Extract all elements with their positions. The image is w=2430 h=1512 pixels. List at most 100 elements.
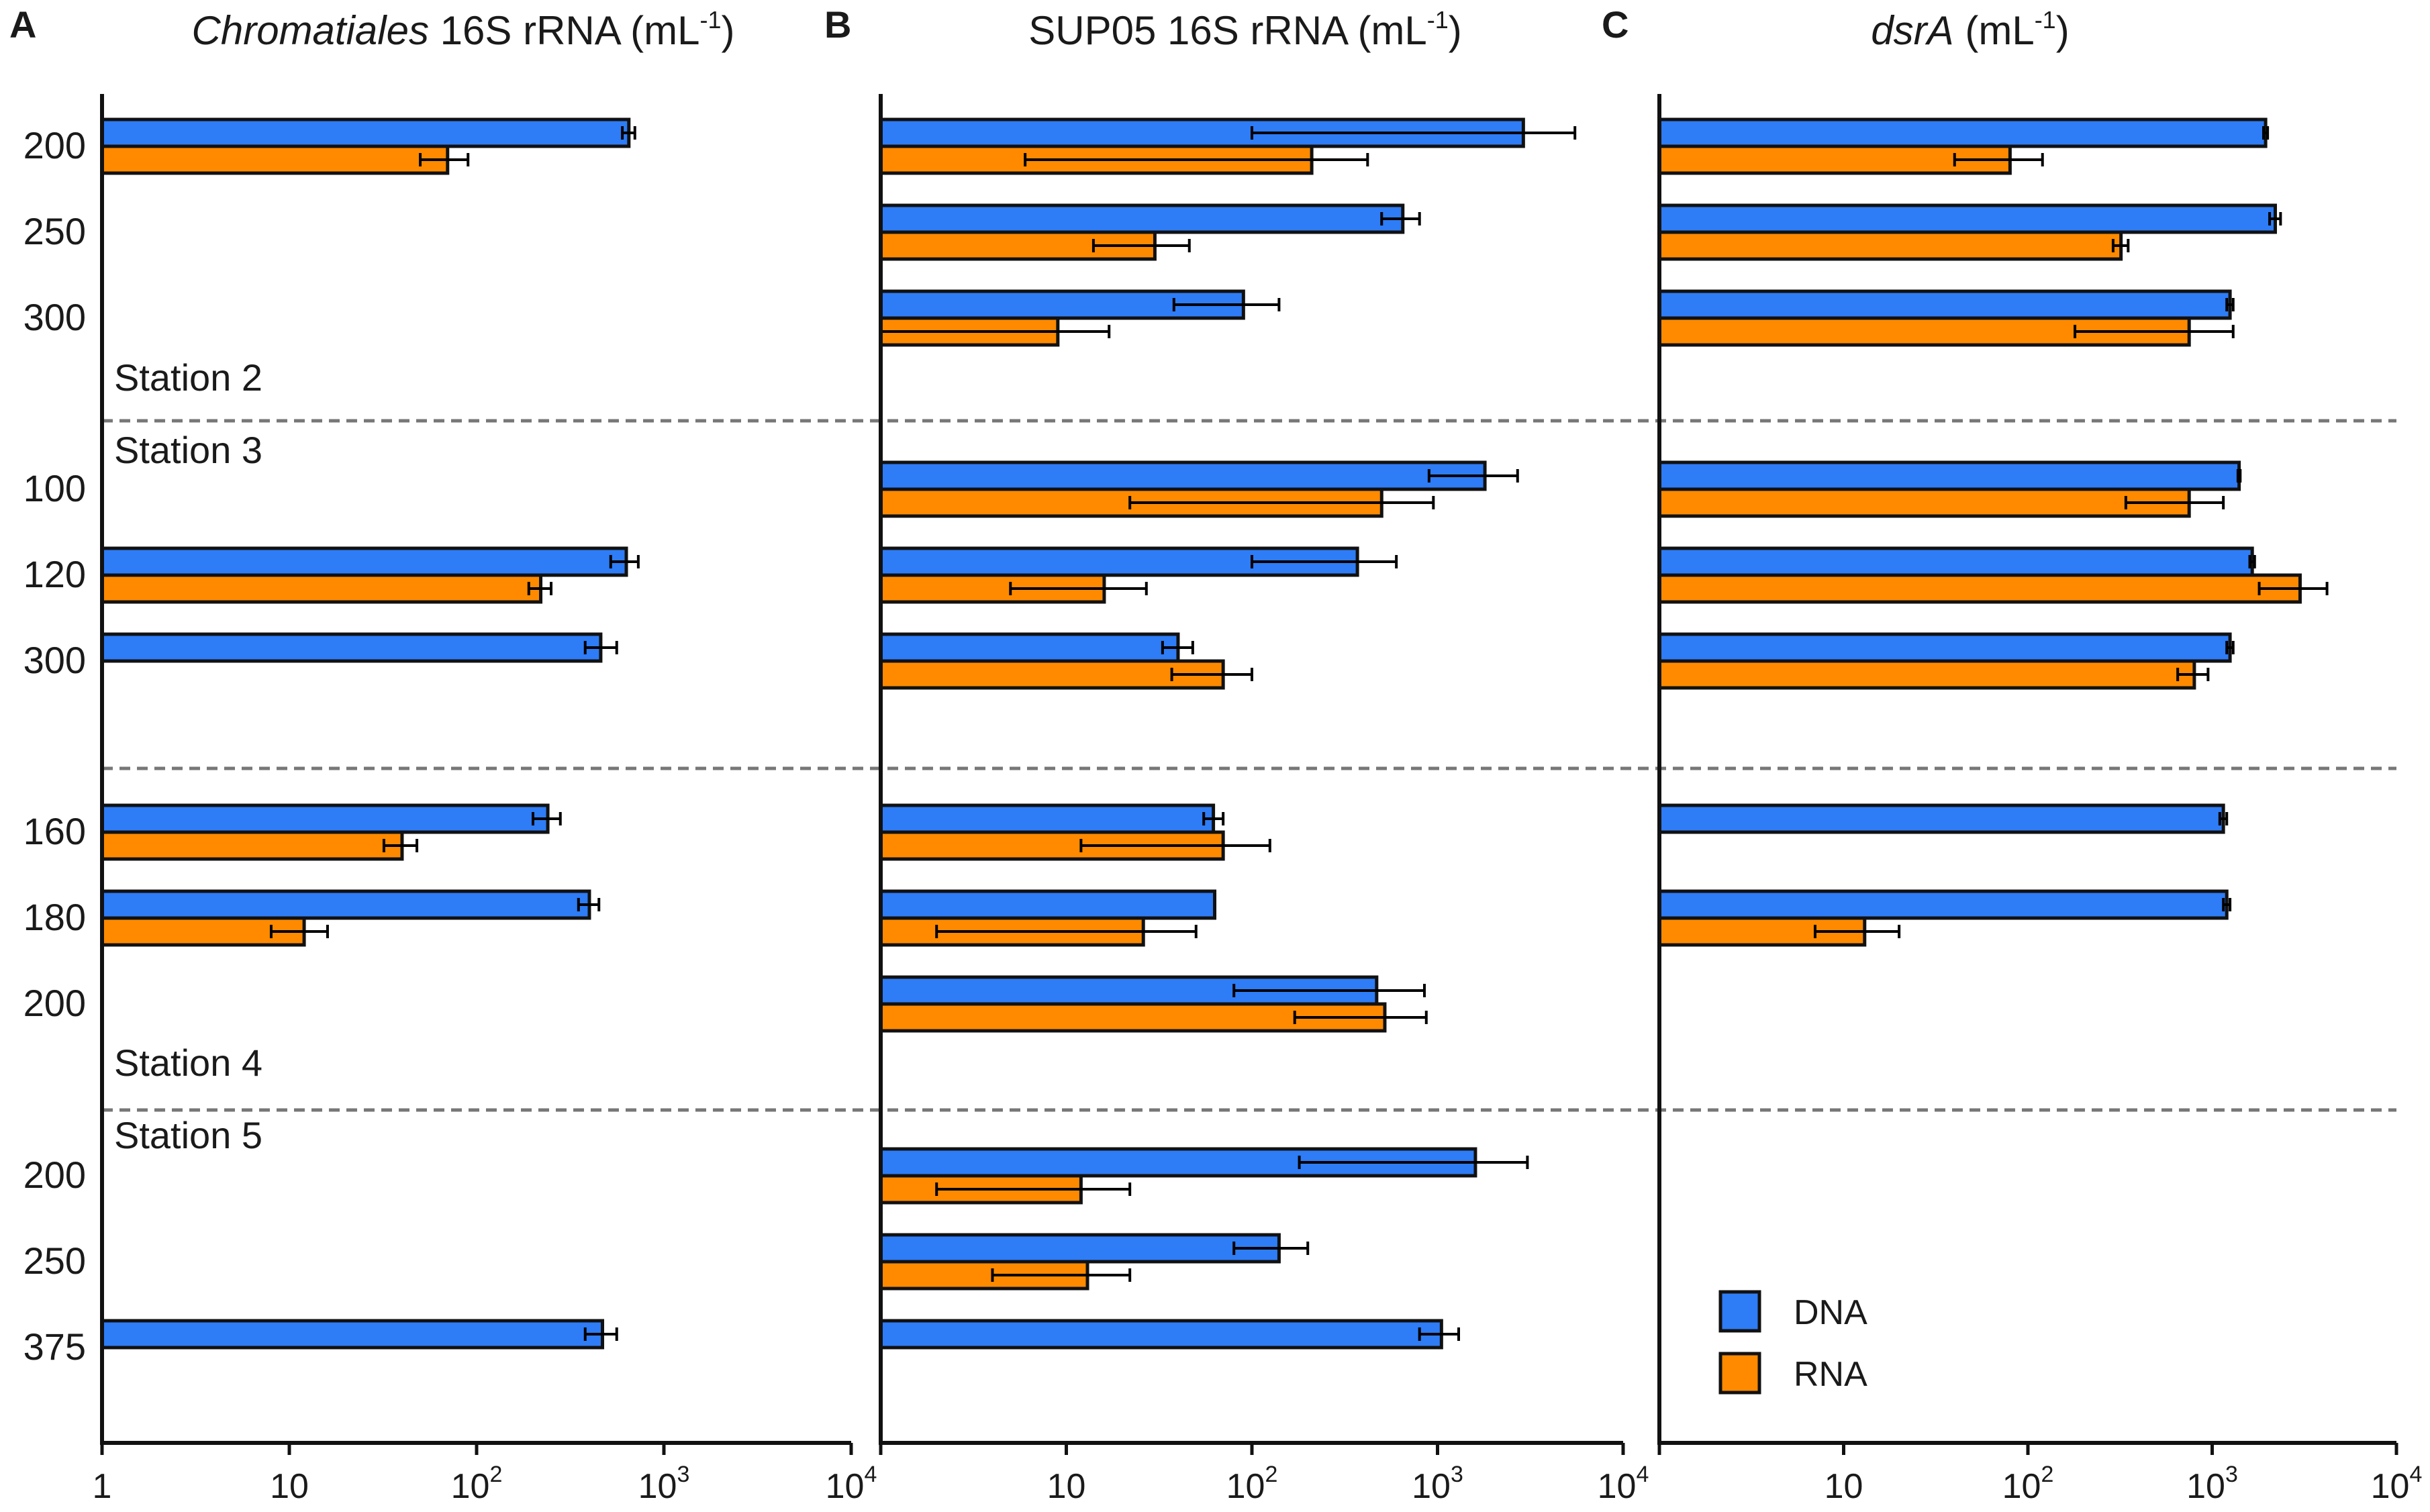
x-tick-label: 103 xyxy=(638,1462,690,1506)
x-tick-label-base: 10 xyxy=(451,1467,490,1506)
x-tick-label-exponent: 4 xyxy=(864,1462,877,1487)
x-tick-label: 103 xyxy=(1412,1462,1463,1506)
depth-label-text: 200 xyxy=(23,124,86,166)
bar-dna xyxy=(879,1233,1281,1264)
legend-label-text: DNA xyxy=(1794,1293,1867,1332)
station-label-text: Station 5 xyxy=(114,1114,262,1156)
bar-dna xyxy=(879,632,1180,663)
legend-label-dna: DNA xyxy=(1794,1293,1867,1332)
x-tick-label-base: 10 xyxy=(270,1467,309,1506)
bar-dna xyxy=(879,203,1405,234)
bar-dna xyxy=(1657,460,2241,491)
panel-title-close: ) xyxy=(1449,8,1462,53)
panel-title: Chromatiales 16S rRNA (mL-1) xyxy=(192,6,735,53)
x-tick-label-base: 10 xyxy=(1825,1467,1863,1506)
x-tick-label-exponent: 3 xyxy=(2225,1462,2238,1487)
station-label: Station 3 xyxy=(114,429,262,471)
station-label-text: Station 3 xyxy=(114,429,262,471)
x-tick-label: 10 xyxy=(1825,1467,1863,1506)
depth-label-text: 160 xyxy=(23,810,86,852)
station-label: Station 4 xyxy=(114,1042,262,1084)
depth-label: 200 xyxy=(23,1154,86,1196)
depth-label-text: 180 xyxy=(23,896,86,938)
panel-title: SUP05 16S rRNA (mL-1) xyxy=(1028,6,1462,53)
panel-letter: B xyxy=(824,3,851,46)
depth-label-text: 300 xyxy=(23,639,86,681)
x-tick-label-exponent: 2 xyxy=(1265,1462,1277,1487)
bar-dna xyxy=(100,117,631,148)
depth-label-text: 300 xyxy=(23,296,86,338)
panel-letter-text: C xyxy=(1602,3,1629,46)
x-tick-label-exponent: 2 xyxy=(2041,1462,2053,1487)
legend-swatch-rna xyxy=(1718,1352,1761,1395)
station-label-text: Station 2 xyxy=(114,356,262,399)
bar-dna xyxy=(100,546,628,577)
depth-label: 300 xyxy=(23,296,86,338)
bar-dna xyxy=(1657,546,2254,577)
bar-dna xyxy=(879,460,1487,491)
x-tick-label-base: 10 xyxy=(2186,1467,2225,1506)
station-label-text: Station 4 xyxy=(114,1042,262,1084)
bar-rna xyxy=(100,573,543,604)
panel-title: dsrA (mL-1) xyxy=(1871,6,2069,53)
depth-label: 200 xyxy=(23,124,86,166)
depth-label: 100 xyxy=(23,467,86,509)
bar-dna xyxy=(879,1319,1443,1350)
station-label: Station 2 xyxy=(114,356,262,399)
bar-dna xyxy=(1657,117,2268,148)
x-tick-label-exponent: 2 xyxy=(489,1462,502,1487)
bar-dna xyxy=(100,632,603,663)
x-tick-label: 104 xyxy=(1598,1462,1649,1506)
x-tick-label: 102 xyxy=(451,1462,503,1506)
panel-letter: A xyxy=(9,3,36,46)
bar-rna xyxy=(1657,659,2196,690)
x-tick-label-base: 1 xyxy=(93,1467,112,1506)
depth-label: 180 xyxy=(23,896,86,938)
depth-label-text: 100 xyxy=(23,467,86,509)
panel-title-italic: Chromatiales xyxy=(192,8,429,53)
legend-swatch-dna xyxy=(1718,1290,1761,1333)
depth-label: 250 xyxy=(23,210,86,252)
x-tick-label: 102 xyxy=(2002,1462,2054,1506)
x-tick-label-exponent: 3 xyxy=(1451,1462,1463,1487)
bar-rna xyxy=(100,144,450,175)
panel-title-text: 16S rRNA (mL xyxy=(429,8,699,53)
depth-label-text: 200 xyxy=(23,982,86,1024)
bar-dna xyxy=(100,1319,605,1350)
depth-label-text: 250 xyxy=(23,210,86,252)
x-tick-label: 104 xyxy=(2371,1462,2423,1506)
panel-letter-text: B xyxy=(824,3,851,46)
x-tick-label: 103 xyxy=(2186,1462,2238,1506)
bar-rna xyxy=(1657,573,2302,604)
panel-title-superscript: -1 xyxy=(2035,6,2056,34)
x-tick-label-base: 10 xyxy=(638,1467,677,1506)
depth-label: 250 xyxy=(23,1240,86,1282)
depth-label-text: 375 xyxy=(23,1325,86,1368)
bar-dna xyxy=(1657,803,2225,834)
bar-dna xyxy=(1657,289,2232,320)
x-tick-label: 1 xyxy=(93,1467,112,1506)
x-tick-label: 102 xyxy=(1226,1462,1278,1506)
x-tick-label: 104 xyxy=(826,1462,877,1506)
bar-dna xyxy=(879,803,1216,834)
panel-title-close: ) xyxy=(2056,8,2070,53)
bar-dna xyxy=(100,889,591,920)
bar-dna xyxy=(1657,632,2232,663)
depth-label: 200 xyxy=(23,982,86,1024)
station-label: Station 5 xyxy=(114,1114,262,1156)
x-tick-label-base: 10 xyxy=(826,1467,865,1506)
depth-label-text: 120 xyxy=(23,553,86,595)
x-tick-label-base: 10 xyxy=(1047,1467,1086,1506)
bar-dna xyxy=(1657,889,2229,920)
depth-label-text: 200 xyxy=(23,1154,86,1196)
x-tick-label: 10 xyxy=(1047,1467,1086,1506)
x-tick-label: 10 xyxy=(270,1467,309,1506)
panel-letter-text: A xyxy=(9,3,36,46)
depth-label: 160 xyxy=(23,810,86,852)
panel-title-italic: dsrA xyxy=(1871,8,1953,53)
legend-label-rna: RNA xyxy=(1794,1355,1867,1394)
x-tick-label-base: 10 xyxy=(1412,1467,1451,1506)
panel-title-superscript: -1 xyxy=(699,6,721,34)
x-tick-label-exponent: 3 xyxy=(677,1462,689,1487)
bar-dna xyxy=(100,803,550,834)
